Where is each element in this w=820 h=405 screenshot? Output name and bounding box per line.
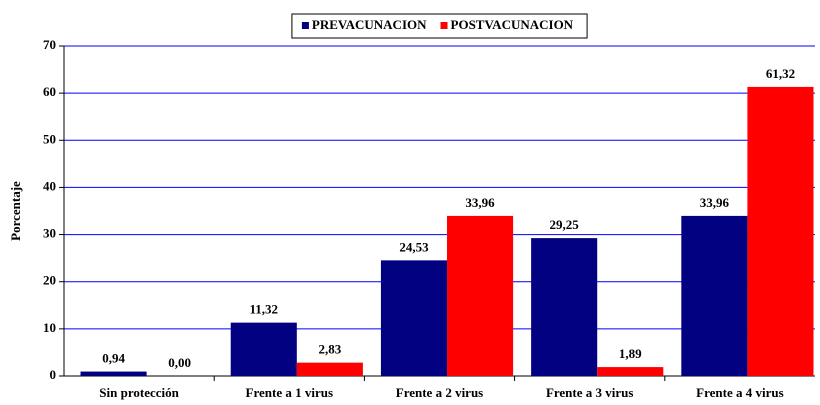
legend-swatch <box>301 22 309 29</box>
value-label: 1,89 <box>619 346 642 361</box>
value-label: 61,32 <box>766 66 795 81</box>
value-label: 33,96 <box>465 195 495 210</box>
bar <box>230 322 297 376</box>
value-label: 11,32 <box>249 302 278 317</box>
y-tick-label: 0 <box>50 367 57 382</box>
x-tick-label: Frente a 3 virus <box>546 385 634 400</box>
y-tick-label: 50 <box>43 131 56 146</box>
bar <box>80 371 147 376</box>
value-label: 0,00 <box>168 355 191 370</box>
x-tick-label: Frente a 2 virus <box>396 385 484 400</box>
y-tick-label: 10 <box>43 320 56 335</box>
bar <box>380 260 448 376</box>
bar <box>597 367 664 376</box>
value-label: 0,94 <box>102 351 125 366</box>
y-tick-label: 20 <box>43 273 56 288</box>
x-tick-label: Sin protección <box>99 385 179 400</box>
y-tick-label: 70 <box>43 37 56 52</box>
bar <box>296 362 363 376</box>
y-tick-label: 40 <box>43 178 56 193</box>
value-label: 29,25 <box>550 217 580 232</box>
bar <box>681 215 748 376</box>
legend-box <box>291 13 588 39</box>
x-tick-label: Frente a 4 virus <box>696 385 784 400</box>
y-tick-label: 60 <box>43 84 56 99</box>
legend-swatch <box>440 22 448 29</box>
bar <box>531 238 598 376</box>
value-label: 33,96 <box>700 195 730 210</box>
y-axis-label: Porcentaje <box>8 181 23 241</box>
bar <box>447 215 514 376</box>
x-tick-label: Frente a 1 virus <box>246 385 334 400</box>
value-label: 24,53 <box>399 239 429 254</box>
value-label: 2,83 <box>318 342 341 357</box>
legend-label: PREVACUNACION <box>312 17 427 32</box>
legend-label: POSTVACUNACION <box>451 17 574 32</box>
bar <box>747 86 814 377</box>
y-tick-label: 30 <box>43 226 56 241</box>
